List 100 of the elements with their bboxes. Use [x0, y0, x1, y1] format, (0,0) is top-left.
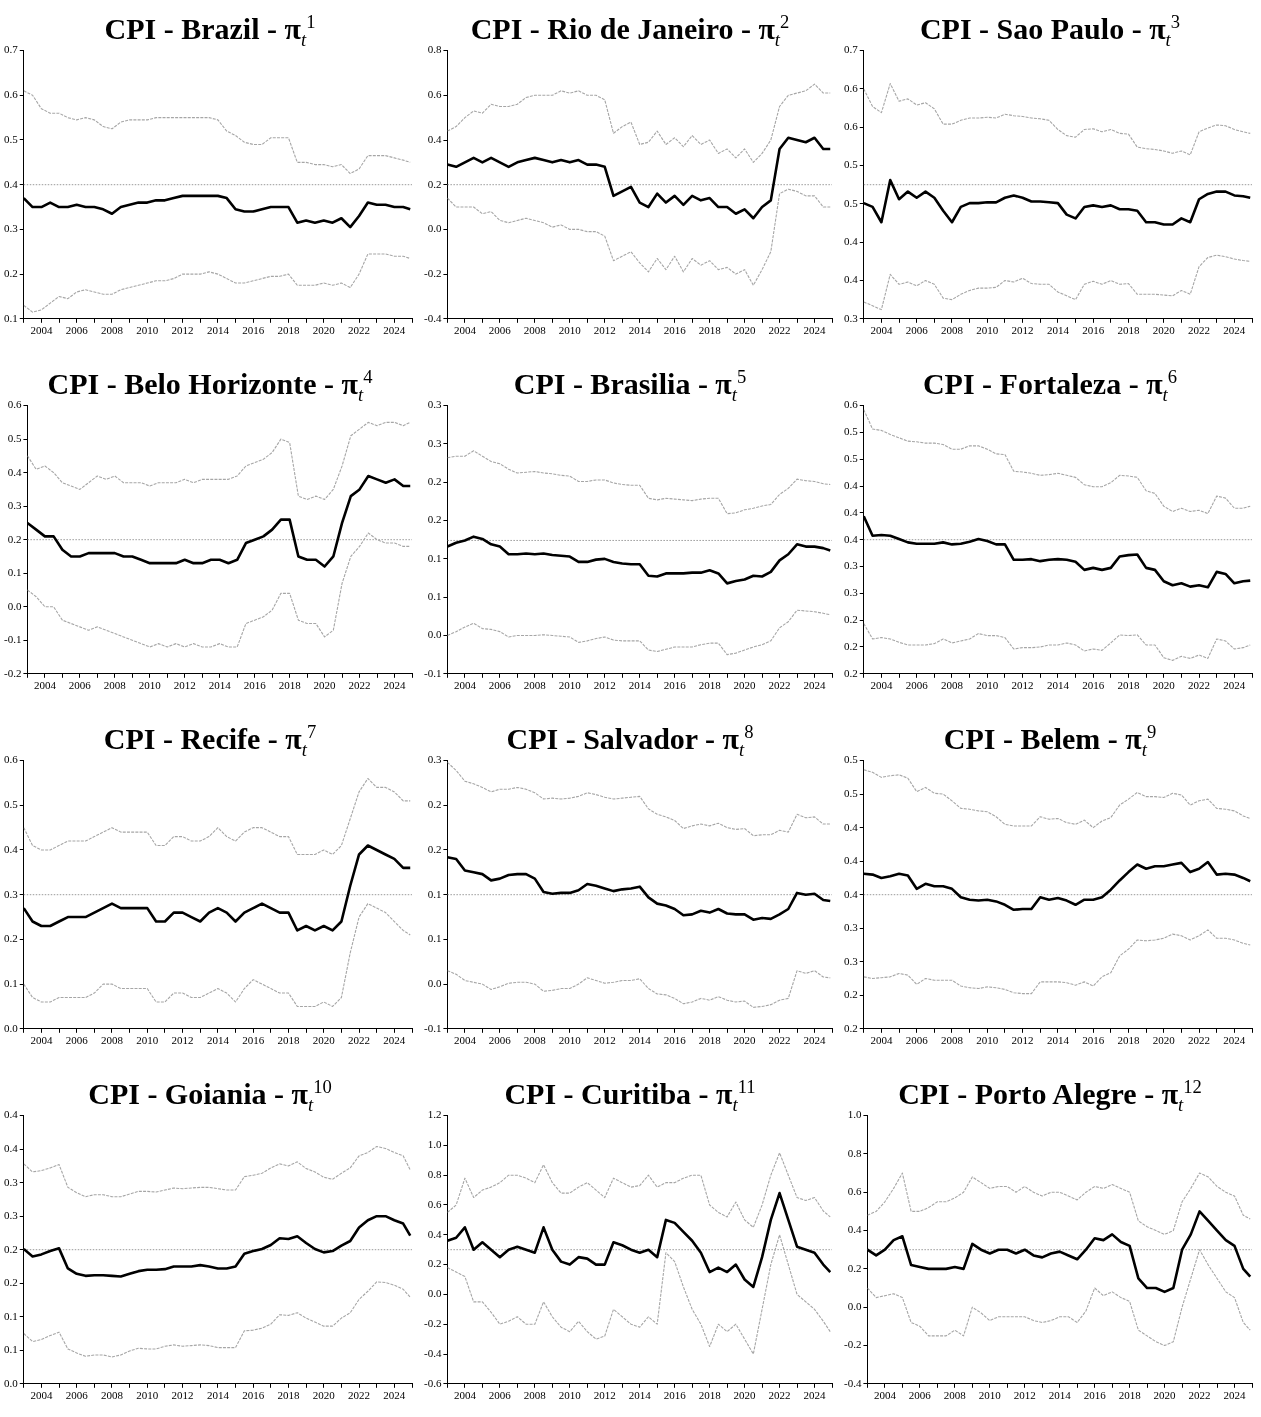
x-tick-label: 2024: [383, 1389, 406, 1402]
x-tick-label: 2012: [593, 324, 616, 337]
x-tick-label: 2016: [663, 1034, 687, 1047]
x-tick-label: 2014: [628, 1389, 652, 1402]
y-tick-label: 0.0: [427, 222, 442, 235]
x-tick-label: 2012: [593, 1389, 616, 1402]
y-tick-label: 0.4: [4, 1108, 19, 1121]
y-tick-label: 0.0: [4, 1021, 19, 1034]
y-tick-label: 0.2: [427, 842, 442, 855]
x-tick-label: 2016: [663, 1389, 687, 1402]
x-tick-label: 2006: [488, 1034, 512, 1047]
y-tick-label: 0.6: [847, 1185, 862, 1198]
y-tick-label: 0.5: [844, 452, 859, 465]
x-tick-label: 2018: [1117, 1034, 1140, 1047]
x-tick-label: 2010: [558, 324, 582, 337]
x-tick-label: 2004: [873, 1389, 897, 1402]
x-tick-label: 2008: [940, 324, 964, 337]
x-tick-label: 2006: [488, 679, 512, 692]
y-tick-label: 0.3: [844, 586, 859, 599]
x-tick-label: 2012: [593, 1034, 616, 1047]
y-tick-label: -0.1: [423, 666, 442, 679]
y-tick-label: 0.8: [427, 1168, 442, 1181]
x-tick-label: 2020: [733, 324, 757, 337]
x-tick-label: 2024: [1223, 679, 1246, 692]
y-tick-label: 0.3: [844, 921, 859, 934]
y-tick-label: -0.4: [423, 1346, 442, 1359]
x-tick-label: 2010: [976, 679, 999, 692]
x-tick-label: 2016: [663, 679, 687, 692]
x-tick-label: 2018: [1117, 679, 1140, 692]
y-tick-label: 0.2: [427, 475, 442, 488]
y-tick-label: 0.1: [4, 1309, 18, 1322]
y-tick-label: 0.2: [427, 798, 442, 811]
x-tick-label: 2024: [803, 679, 827, 692]
x-tick-label: 2020: [312, 324, 336, 337]
x-tick-label: 2018: [277, 1034, 300, 1047]
y-tick-label: 0.4: [844, 820, 859, 833]
x-tick-label: 2018: [277, 1389, 300, 1402]
y-tick-label: -0.2: [843, 1338, 862, 1351]
x-tick-label: 2010: [558, 679, 582, 692]
y-tick-label: 0.8: [847, 1146, 862, 1159]
y-tick-label: 0.3: [4, 1175, 19, 1188]
x-tick-label: 2014: [628, 324, 652, 337]
y-tick-label: 0.6: [427, 88, 442, 101]
x-tick-label: 2024: [383, 324, 406, 337]
x-tick-label: 2010: [558, 1034, 582, 1047]
y-tick-label: 0.4: [844, 854, 859, 867]
x-tick-label: 2024: [383, 679, 407, 692]
y-tick-label: 0.6: [4, 88, 19, 101]
x-tick-label: 2018: [698, 1389, 722, 1402]
y-tick-label: 0.3: [844, 954, 859, 967]
x-tick-label: 2016: [1082, 1034, 1105, 1047]
y-tick-label: -0.1: [3, 633, 22, 646]
y-tick-label: 0.0: [427, 628, 442, 641]
x-tick-label: 2014: [206, 1034, 230, 1047]
x-tick-label: 2018: [698, 324, 722, 337]
x-tick-label: 2020: [313, 679, 337, 692]
x-tick-label: 2016: [1083, 1389, 1107, 1402]
x-tick-label: 2008: [523, 1389, 547, 1402]
x-tick-label: 2008: [100, 1034, 124, 1047]
x-tick-label: 2008: [523, 1034, 547, 1047]
y-tick-label: 0.4: [4, 177, 19, 190]
x-tick-label: 2018: [698, 679, 722, 692]
x-tick-label: 2024: [803, 1389, 827, 1402]
x-tick-label: 2010: [976, 1034, 999, 1047]
x-tick-label: 2022: [768, 1034, 791, 1047]
x-tick-label: 2008: [523, 679, 547, 692]
x-tick-label: 2014: [628, 1034, 652, 1047]
y-tick-label: 0.3: [4, 222, 19, 235]
y-tick-label: 0.6: [4, 753, 19, 766]
x-tick-label: 2012: [1011, 324, 1034, 337]
y-tick-label: 0.0: [847, 1300, 862, 1313]
y-tick-label: 0.4: [844, 887, 859, 900]
y-tick-label: 0.4: [4, 1142, 19, 1155]
x-tick-label: 2014: [1046, 679, 1070, 692]
x-tick-label: 2004: [453, 679, 477, 692]
y-tick-label: 0.2: [844, 1021, 858, 1034]
x-tick-label: 2020: [733, 1389, 757, 1402]
x-tick-label: 2012: [1013, 1389, 1036, 1402]
y-tick-label: 0.7: [844, 43, 859, 56]
y-tick-label: 0.6: [844, 120, 859, 133]
y-tick-label: -0.2: [423, 1317, 442, 1330]
x-tick-label: 2004: [453, 1389, 477, 1402]
y-tick-label: 0.3: [844, 559, 859, 572]
y-tick-label: 0.3: [7, 499, 22, 512]
x-tick-label: 2004: [870, 324, 893, 337]
x-tick-label: 2006: [488, 1389, 512, 1402]
y-tick-label: 0.4: [427, 1227, 442, 1240]
x-tick-label: 2020: [733, 679, 757, 692]
y-tick-label: 1.2: [427, 1108, 442, 1121]
y-tick-label: 0.4: [847, 1223, 862, 1236]
x-tick-label: 2024: [803, 324, 827, 337]
x-tick-label: 2008: [940, 1034, 964, 1047]
x-tick-label: 2012: [1011, 679, 1034, 692]
y-tick-label: 0.2: [427, 1257, 442, 1270]
x-tick-label: 2018: [278, 679, 302, 692]
y-tick-label: 0.6: [844, 81, 859, 94]
x-tick-label: 2010: [978, 1389, 1002, 1402]
x-tick-label: 2016: [243, 679, 267, 692]
y-tick-label: 0.0: [7, 599, 22, 612]
y-tick-label: 0.1: [4, 976, 18, 989]
